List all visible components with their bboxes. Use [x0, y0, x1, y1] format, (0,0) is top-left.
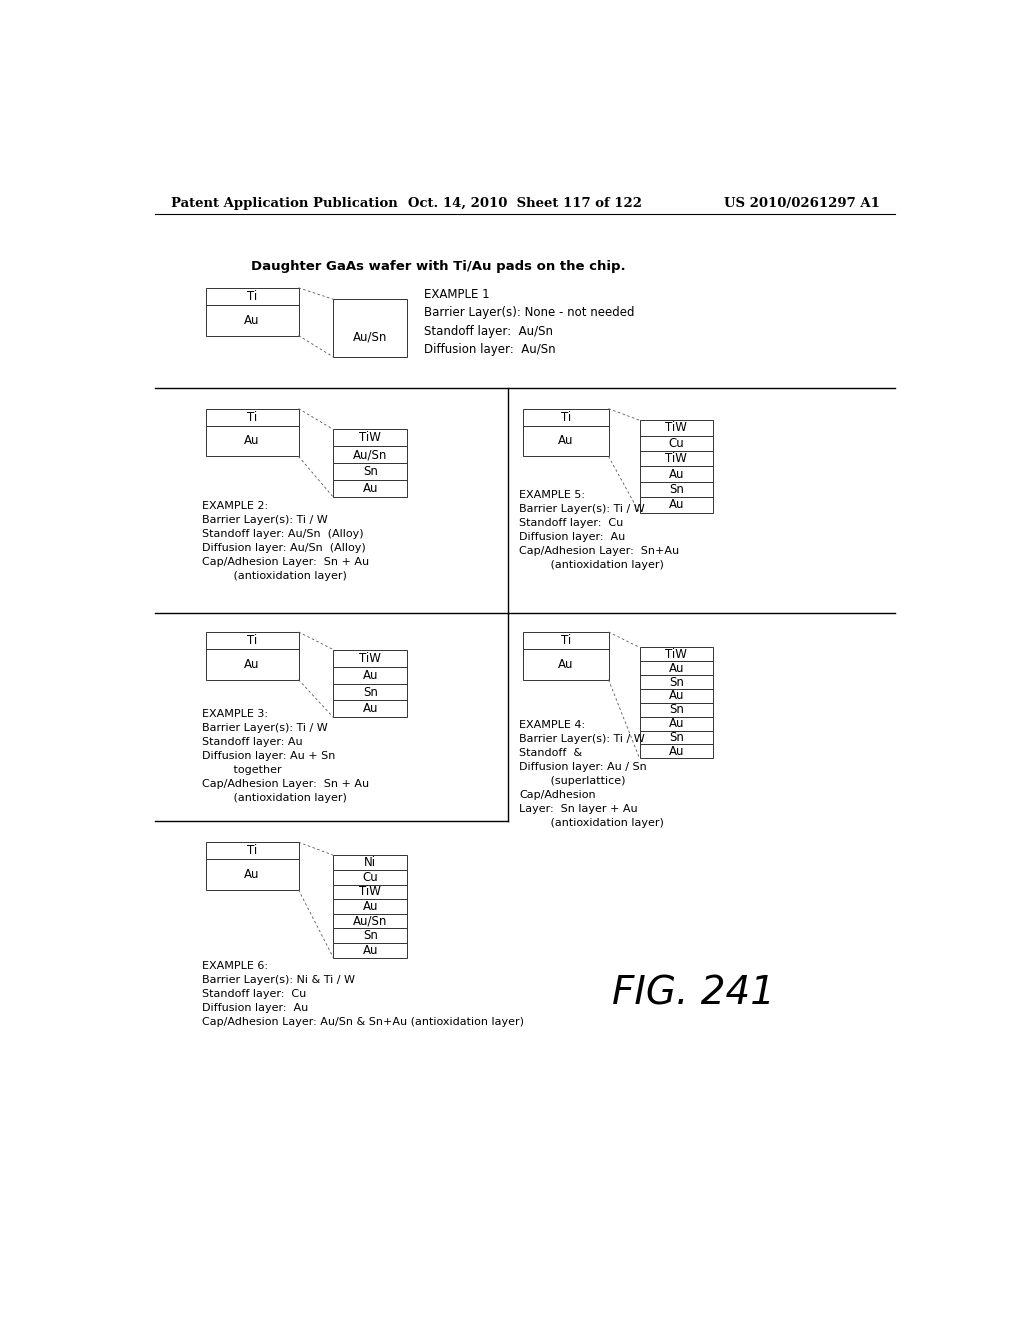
Text: Ti: Ti: [247, 634, 257, 647]
Bar: [523, 409, 608, 425]
Text: TiW: TiW: [666, 648, 687, 661]
Text: Au: Au: [245, 657, 260, 671]
Bar: [640, 498, 713, 512]
Text: EXAMPLE 5:
Barrier Layer(s): Ti / W
Standoff layer:  Cu
Diffusion layer:  Au
Cap: EXAMPLE 5: Barrier Layer(s): Ti / W Stan…: [519, 490, 680, 569]
Text: Au: Au: [362, 668, 378, 681]
Text: Au: Au: [558, 657, 573, 671]
Text: Sn: Sn: [669, 676, 684, 689]
Bar: [206, 649, 299, 680]
Bar: [334, 480, 407, 498]
Bar: [334, 300, 407, 358]
Text: Au: Au: [669, 689, 684, 702]
Text: Ti: Ti: [247, 411, 257, 424]
Text: Ti: Ti: [247, 289, 257, 302]
Bar: [334, 870, 407, 884]
Bar: [523, 425, 608, 457]
Bar: [206, 409, 299, 425]
Bar: [640, 647, 713, 661]
Text: Sn: Sn: [362, 685, 378, 698]
Text: Au: Au: [558, 434, 573, 447]
Bar: [640, 689, 713, 702]
Bar: [640, 717, 713, 730]
Bar: [640, 451, 713, 466]
Bar: [334, 446, 407, 463]
Bar: [334, 684, 407, 701]
Bar: [206, 632, 299, 649]
Bar: [334, 463, 407, 480]
Text: Au: Au: [245, 434, 260, 447]
Bar: [334, 701, 407, 718]
Bar: [640, 420, 713, 436]
Text: TiW: TiW: [666, 453, 687, 465]
Text: TiW: TiW: [666, 421, 687, 434]
Bar: [334, 649, 407, 667]
Bar: [206, 859, 299, 890]
Bar: [206, 305, 299, 335]
Bar: [334, 913, 407, 928]
Bar: [523, 632, 608, 649]
Text: TiW: TiW: [359, 886, 381, 899]
Bar: [334, 942, 407, 958]
Bar: [640, 482, 713, 498]
Bar: [523, 649, 608, 680]
Text: FIG. 241: FIG. 241: [612, 975, 775, 1012]
Text: Sn: Sn: [669, 731, 684, 744]
Text: Au: Au: [245, 869, 260, 880]
Text: EXAMPLE 6:
Barrier Layer(s): Ni & Ti / W
Standoff layer:  Cu
Diffusion layer:  A: EXAMPLE 6: Barrier Layer(s): Ni & Ti / W…: [202, 961, 523, 1027]
Bar: [206, 425, 299, 457]
Bar: [640, 675, 713, 689]
Text: Ni: Ni: [365, 857, 376, 869]
Text: EXAMPLE 4:
Barrier Layer(s): Ti / W
Standoff  &
Diffusion layer: Au / Sn
       : EXAMPLE 4: Barrier Layer(s): Ti / W Stan…: [519, 721, 665, 829]
Text: Au: Au: [669, 717, 684, 730]
Text: EXAMPLE 2:
Barrier Layer(s): Ti / W
Standoff layer: Au/Sn  (Alloy)
Diffusion lay: EXAMPLE 2: Barrier Layer(s): Ti / W Stan…: [202, 502, 369, 581]
Text: Au: Au: [245, 314, 260, 326]
Text: Au/Sn: Au/Sn: [353, 449, 387, 462]
Text: TiW: TiW: [359, 652, 381, 665]
Bar: [206, 288, 299, 305]
Text: US 2010/0261297 A1: US 2010/0261297 A1: [724, 197, 880, 210]
Text: Au: Au: [362, 702, 378, 715]
Bar: [334, 884, 407, 899]
Text: Ti: Ti: [247, 843, 257, 857]
Text: Sn: Sn: [669, 704, 684, 717]
Text: Au: Au: [669, 467, 684, 480]
Text: Au: Au: [669, 499, 684, 511]
Text: EXAMPLE 3:
Barrier Layer(s): Ti / W
Standoff layer: Au
Diffusion layer: Au + Sn
: EXAMPLE 3: Barrier Layer(s): Ti / W Stan…: [202, 709, 369, 803]
Text: Cu: Cu: [669, 437, 684, 450]
Bar: [640, 661, 713, 675]
Text: Au/Sn: Au/Sn: [353, 330, 387, 343]
Bar: [640, 466, 713, 482]
Text: Ti: Ti: [561, 634, 571, 647]
Bar: [334, 899, 407, 913]
Bar: [334, 855, 407, 870]
Text: TiW: TiW: [359, 432, 381, 445]
Bar: [640, 730, 713, 744]
Text: Oct. 14, 2010  Sheet 117 of 122: Oct. 14, 2010 Sheet 117 of 122: [408, 197, 642, 210]
Text: Au: Au: [362, 944, 378, 957]
Text: Daughter GaAs wafer with Ti/Au pads on the chip.: Daughter GaAs wafer with Ti/Au pads on t…: [251, 260, 626, 273]
Bar: [334, 667, 407, 684]
Text: Sn: Sn: [362, 465, 378, 478]
Bar: [640, 702, 713, 717]
Text: Sn: Sn: [669, 483, 684, 496]
Bar: [640, 436, 713, 451]
Text: Ti: Ti: [561, 411, 571, 424]
Text: Au/Sn: Au/Sn: [353, 915, 387, 928]
Text: Au: Au: [362, 900, 378, 913]
Text: Cu: Cu: [362, 871, 378, 883]
Bar: [640, 744, 713, 758]
Bar: [334, 928, 407, 942]
Text: EXAMPLE 1
Barrier Layer(s): None - not needed
Standoff layer:  Au/Sn
Diffusion l: EXAMPLE 1 Barrier Layer(s): None - not n…: [424, 288, 635, 356]
Bar: [206, 842, 299, 859]
Text: Au: Au: [669, 661, 684, 675]
Text: Patent Application Publication: Patent Application Publication: [171, 197, 397, 210]
Bar: [334, 429, 407, 446]
Text: Au: Au: [362, 482, 378, 495]
Text: Au: Au: [669, 744, 684, 758]
Text: Sn: Sn: [362, 929, 378, 942]
